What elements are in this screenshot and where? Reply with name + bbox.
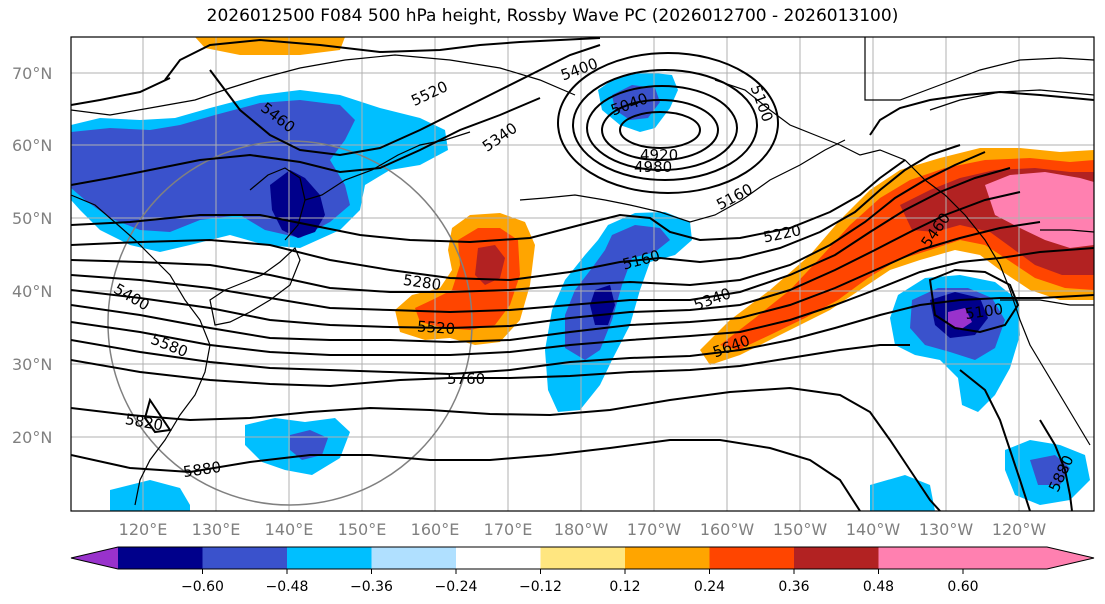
colorbar-tick-label: 0.24 bbox=[694, 579, 725, 595]
lon-label: 120°E bbox=[119, 520, 168, 539]
coastlines bbox=[71, 37, 1094, 506]
lon-label: 120°W bbox=[992, 520, 1047, 539]
colorbar-tick-label: 0.12 bbox=[609, 579, 640, 595]
map-frame bbox=[70, 36, 1095, 512]
lon-label: 160°E bbox=[411, 520, 460, 539]
colorbar-segment bbox=[878, 547, 963, 569]
lon-label: 140°W bbox=[846, 520, 901, 539]
colorbar-tick-label: 0.60 bbox=[947, 579, 978, 595]
lon-label: 130°E bbox=[192, 520, 241, 539]
graticule bbox=[71, 37, 1094, 511]
lat-label: 60°N bbox=[12, 136, 52, 155]
colorbar-tick-label: −0.36 bbox=[350, 579, 393, 595]
contour-label: 5100 bbox=[964, 300, 1004, 323]
highlight-circle bbox=[107, 140, 473, 506]
lat-label: 40°N bbox=[12, 282, 52, 301]
colorbar: −0.60 −0.48 −0.36 −0.24 −0.12 0.12 0.24 … bbox=[70, 546, 1095, 595]
latitude-labels: 70°N 60°N 50°N 40°N 30°N 20°N bbox=[12, 64, 52, 447]
longitude-labels: 120°E 130°E 140°E 150°E 160°E 170°E 180°… bbox=[119, 520, 1047, 539]
colorbar-tick-label: 0.48 bbox=[863, 579, 894, 595]
colorbar-segment bbox=[118, 547, 203, 569]
height-contours bbox=[71, 37, 1094, 511]
lon-label: 130°W bbox=[919, 520, 974, 539]
anomaly-shading bbox=[71, 37, 1094, 511]
colorbar-tick-label: −0.12 bbox=[519, 579, 562, 595]
colorbar-min-extension bbox=[71, 547, 118, 569]
contour-label: 5880 bbox=[182, 458, 222, 481]
contour-label: 4980 bbox=[634, 158, 672, 176]
colorbar-segment bbox=[540, 547, 625, 569]
lat-label: 20°N bbox=[12, 428, 52, 447]
contour-label: 5280 bbox=[402, 271, 442, 294]
lon-label: 170°W bbox=[627, 520, 682, 539]
map-title: 2026012500 F084 500 hPa height, Rossby W… bbox=[206, 6, 899, 26]
lat-label: 50°N bbox=[12, 209, 52, 228]
colorbar-outline bbox=[70, 546, 1095, 570]
contour-label: 5760 bbox=[447, 370, 485, 388]
lon-label: 180°W bbox=[554, 520, 609, 539]
lat-label: 70°N bbox=[12, 64, 52, 83]
lon-label: 140°E bbox=[265, 520, 314, 539]
lon-label: 150°W bbox=[773, 520, 828, 539]
colorbar-tick-label: −0.60 bbox=[181, 579, 224, 595]
colorbar-segment bbox=[456, 547, 541, 569]
lon-label: 170°E bbox=[484, 520, 533, 539]
colorbar-segment bbox=[202, 547, 287, 569]
colorbar-segment bbox=[625, 547, 710, 569]
colorbar-tick-label: 0.36 bbox=[778, 579, 809, 595]
lat-label: 30°N bbox=[12, 355, 52, 374]
colorbar-segment bbox=[709, 547, 794, 569]
colorbar-tick-label: −0.48 bbox=[266, 579, 309, 595]
contour-label: 4920 bbox=[640, 146, 678, 164]
lon-label: 160°W bbox=[700, 520, 755, 539]
lon-label: 150°E bbox=[338, 520, 387, 539]
colorbar-tick-label: −0.24 bbox=[435, 579, 478, 595]
colorbar-ticks bbox=[202, 569, 964, 574]
colorbar-segment bbox=[794, 547, 879, 569]
colorbar-segment bbox=[287, 547, 372, 569]
contour-label: 5520 bbox=[416, 317, 455, 338]
colorbar-segment bbox=[371, 547, 456, 569]
